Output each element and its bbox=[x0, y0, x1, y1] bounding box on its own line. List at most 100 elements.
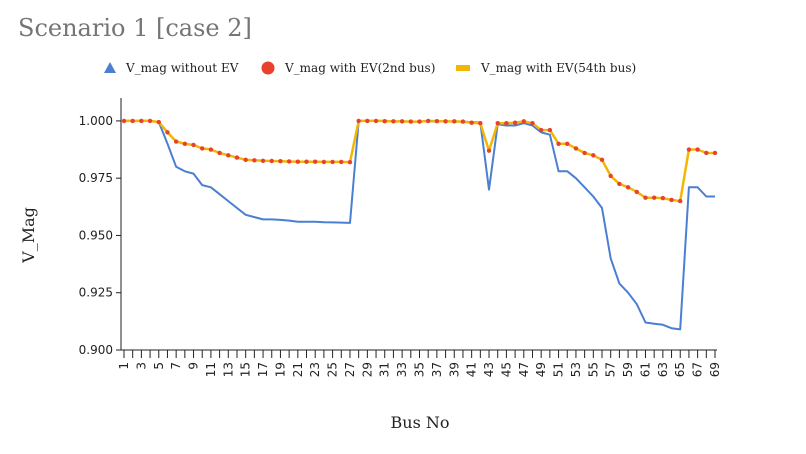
data-point-ev-2nd-bus bbox=[478, 121, 483, 126]
data-point-ev-2nd-bus bbox=[373, 118, 379, 124]
data-point-ev-2nd-bus bbox=[573, 146, 579, 151]
x-tick-label: 57 bbox=[604, 362, 618, 377]
data-point-ev-2nd-bus bbox=[704, 150, 709, 156]
x-tick-label: 23 bbox=[308, 362, 322, 377]
x-tick-label: 43 bbox=[482, 362, 496, 377]
data-point-ev-2nd-bus bbox=[234, 155, 240, 160]
x-tick-label: 53 bbox=[569, 362, 583, 377]
data-point-ev-2nd-bus bbox=[651, 195, 657, 200]
data-point-ev-2nd-bus bbox=[686, 147, 692, 152]
x-axis-title: Bus No bbox=[391, 413, 450, 432]
data-point-ev-2nd-bus bbox=[634, 189, 639, 195]
x-tick-label: 17 bbox=[256, 362, 270, 377]
data-point-ev-2nd-bus bbox=[591, 153, 596, 158]
data-point-ev-2nd-bus bbox=[625, 185, 631, 190]
data-point-ev-2nd-bus bbox=[643, 195, 648, 200]
data-point-ev-2nd-bus bbox=[452, 119, 457, 124]
x-tick-label: 61 bbox=[638, 362, 652, 377]
data-point-ev-2nd-bus bbox=[556, 141, 561, 147]
line-swatch-icon bbox=[456, 65, 470, 71]
data-point-ev-2nd-bus bbox=[469, 120, 474, 125]
data-point-ev-2nd-bus bbox=[173, 139, 179, 144]
x-tick-label: 49 bbox=[534, 362, 548, 377]
data-point-ev-2nd-bus bbox=[512, 120, 518, 125]
x-tick-label: 35 bbox=[413, 362, 427, 377]
series-line-without-ev bbox=[124, 119, 715, 331]
data-point-ev-2nd-bus bbox=[460, 119, 466, 124]
legend-label-without-ev: V_mag without EV bbox=[125, 61, 239, 75]
data-point-ev-2nd-bus bbox=[347, 159, 353, 165]
series-layer bbox=[121, 118, 718, 331]
x-tick-label: 65 bbox=[673, 362, 687, 377]
data-point-ev-2nd-bus bbox=[669, 197, 674, 203]
x-tick-label: 1 bbox=[117, 362, 131, 370]
x-tick-label: 67 bbox=[691, 362, 705, 377]
data-point-ev-2nd-bus bbox=[243, 157, 248, 163]
data-point-ev-2nd-bus bbox=[286, 159, 292, 164]
y-tick-label: 1.000 bbox=[79, 114, 113, 128]
data-point-ev-2nd-bus bbox=[356, 118, 361, 124]
x-tick-label: 9 bbox=[187, 362, 201, 370]
data-point-ev-2nd-bus bbox=[538, 127, 544, 133]
x-tick-label: 51 bbox=[552, 362, 566, 377]
y-tick-label: 0.975 bbox=[79, 171, 113, 185]
x-tick-label: 55 bbox=[586, 362, 600, 377]
data-point-ev-2nd-bus bbox=[130, 118, 135, 124]
data-point-ev-2nd-bus bbox=[278, 159, 283, 164]
data-point-ev-2nd-bus bbox=[599, 157, 605, 163]
y-axis: 0.900 0.925 0.950 0.975 1.000 bbox=[79, 98, 122, 357]
data-point-ev-2nd-bus bbox=[156, 119, 161, 125]
x-tick-label: 13 bbox=[221, 362, 235, 377]
data-point-ev-2nd-bus bbox=[530, 121, 535, 126]
legend-label-ev-54th-bus: V_mag with EV(54th bus) bbox=[480, 61, 636, 75]
x-tick-label: 47 bbox=[517, 362, 531, 377]
x-tick-label: 7 bbox=[169, 362, 183, 370]
data-point-ev-2nd-bus bbox=[208, 147, 214, 152]
data-point-ev-2nd-bus bbox=[521, 119, 526, 124]
data-point-ev-2nd-bus bbox=[486, 148, 492, 153]
x-tick-label: 11 bbox=[204, 362, 218, 377]
data-point-ev-2nd-bus bbox=[391, 119, 396, 124]
x-tick-label: 39 bbox=[447, 362, 461, 377]
data-point-ev-2nd-bus bbox=[408, 119, 414, 124]
data-point-ev-2nd-bus bbox=[147, 118, 153, 124]
data-point-ev-2nd-bus bbox=[182, 141, 188, 147]
data-point-ev-2nd-bus bbox=[617, 181, 622, 187]
data-point-ev-2nd-bus bbox=[382, 118, 387, 124]
data-point-ev-2nd-bus bbox=[434, 118, 440, 124]
x-tick-label: 69 bbox=[708, 362, 722, 377]
x-tick-label: 29 bbox=[360, 362, 374, 377]
x-tick-label: 59 bbox=[621, 362, 635, 377]
x-tick-label: 3 bbox=[134, 362, 148, 370]
x-tick-label: 37 bbox=[430, 362, 444, 377]
y-tick-label: 0.950 bbox=[79, 228, 113, 242]
x-tick-label: 15 bbox=[239, 362, 253, 377]
x-tick-label: 45 bbox=[499, 362, 513, 377]
data-point-ev-2nd-bus bbox=[608, 173, 613, 179]
data-point-ev-2nd-bus bbox=[495, 121, 500, 126]
data-point-ev-2nd-bus bbox=[217, 150, 222, 156]
legend: V_mag without EV V_mag with EV(2nd bus) V_… bbox=[104, 61, 636, 75]
data-point-ev-2nd-bus bbox=[504, 121, 509, 126]
x-tick-label: 27 bbox=[343, 362, 357, 377]
data-point-ev-2nd-bus bbox=[200, 146, 205, 151]
x-tick-label: 19 bbox=[273, 362, 287, 377]
data-point-ev-2nd-bus bbox=[191, 142, 196, 148]
data-point-ev-2nd-bus bbox=[565, 141, 570, 147]
y-tick-label: 0.900 bbox=[79, 343, 113, 357]
data-point-ev-2nd-bus bbox=[121, 118, 127, 124]
data-point-ev-2nd-bus bbox=[547, 127, 553, 133]
data-point-ev-2nd-bus bbox=[330, 159, 335, 165]
y-axis-title: V_Mag bbox=[19, 207, 38, 264]
x-tick-label: 5 bbox=[152, 362, 166, 370]
data-point-ev-2nd-bus bbox=[399, 119, 405, 124]
data-point-ev-2nd-bus bbox=[712, 150, 718, 156]
data-point-ev-2nd-bus bbox=[443, 119, 448, 124]
x-tick-label: 21 bbox=[291, 362, 305, 377]
chart-title: Scenario 1 [case 2] bbox=[18, 14, 252, 42]
data-point-ev-2nd-bus bbox=[417, 119, 422, 124]
x-axis: 1 3 5 7 9 11 13 15 17 19 21 23 25 27 29 31 33 35 37 39 41 43 4… bbox=[117, 349, 722, 377]
data-point-ev-2nd-bus bbox=[660, 195, 666, 201]
x-tick-label: 41 bbox=[465, 362, 479, 377]
